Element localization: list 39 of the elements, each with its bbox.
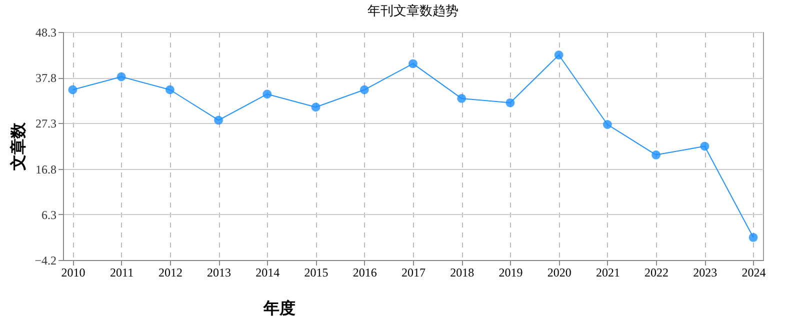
x-tick-label: 2015: [304, 266, 328, 280]
point: [748, 232, 758, 242]
x-tick-label: 2012: [158, 266, 182, 280]
x-tick-label: 2011: [110, 266, 134, 280]
x-tick-label: 2010: [61, 266, 86, 280]
point: [602, 120, 612, 129]
x-tick-label: 2022: [644, 266, 669, 280]
x-tick-label: 2013: [207, 266, 232, 280]
y-tick-label: 48.3: [36, 26, 56, 40]
x-tick-label: 2024: [742, 266, 766, 280]
point: [457, 94, 466, 103]
y-tick-label: 37.8: [36, 71, 56, 86]
y-tick-label: 16.8: [36, 162, 56, 176]
point: [652, 150, 661, 160]
x-tick-label: 2023: [693, 266, 718, 280]
point: [214, 116, 224, 125]
x-tick-label: 2020: [547, 266, 572, 280]
point: [700, 142, 710, 151]
x-tick-label: 2014: [256, 266, 280, 280]
point: [165, 85, 174, 94]
y-axis-title: 文章数: [10, 122, 28, 172]
point: [116, 72, 126, 82]
y-tick-label: 6.3: [42, 208, 56, 222]
x-tick-label: 2017: [402, 266, 426, 280]
point: [360, 85, 369, 94]
x-tick-label: 2018: [450, 266, 474, 280]
point: [311, 102, 320, 112]
point: [506, 98, 515, 108]
x-tick-label: 2021: [596, 266, 620, 280]
point: [68, 85, 78, 94]
y-tick-label: 27.3: [36, 116, 56, 131]
chart-title: 年刊文章数趋势: [368, 3, 458, 18]
x-axis-title: 年度: [262, 298, 296, 318]
x-tick-label: 2016: [352, 266, 377, 280]
x-tick-label: 2019: [498, 266, 523, 280]
point: [408, 59, 418, 68]
point: [554, 50, 564, 60]
point: [262, 90, 272, 99]
y-tick-label: −4.2: [34, 254, 56, 268]
